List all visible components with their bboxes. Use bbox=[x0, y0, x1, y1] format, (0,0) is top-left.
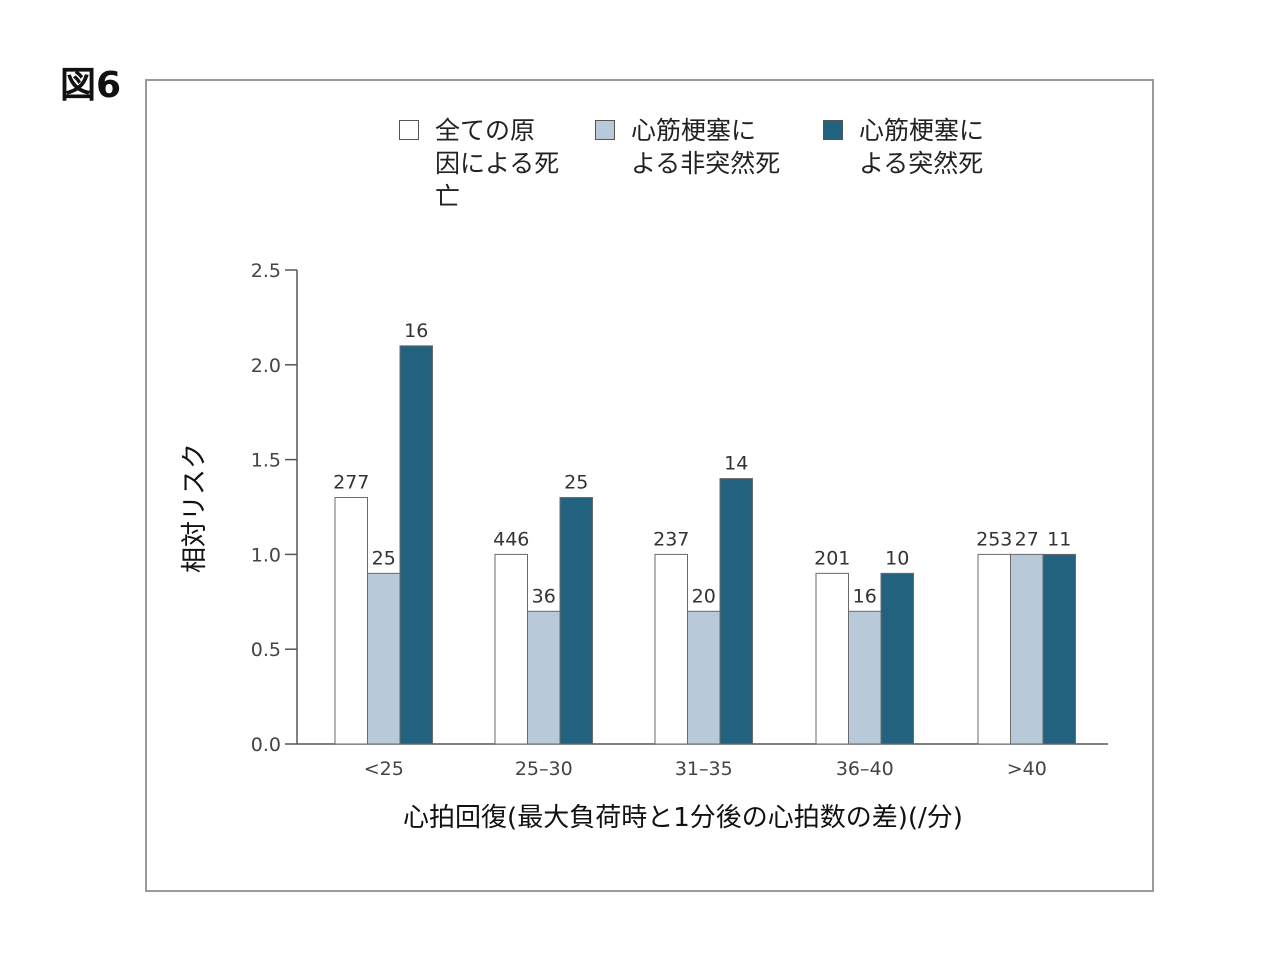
bar-series-0-cat-4 bbox=[977, 553, 1011, 745]
legend-swatch-nonsudden bbox=[595, 120, 615, 140]
bar-series-1-cat-2 bbox=[687, 610, 721, 745]
legend-item-nonsudden: 心筋梗塞に よる非突然死 bbox=[595, 114, 780, 180]
data-label: 11 bbox=[1047, 528, 1071, 550]
y-tick-label: 1.5 bbox=[251, 450, 281, 472]
data-label: 201 bbox=[814, 547, 850, 569]
legend-label-sudden: 心筋梗塞に よる突然死 bbox=[859, 116, 985, 178]
data-label: 25 bbox=[372, 547, 396, 569]
data-label: 25 bbox=[564, 472, 588, 494]
data-label: 16 bbox=[404, 320, 428, 342]
bar-series-1-cat-0 bbox=[367, 572, 401, 745]
data-label: 14 bbox=[724, 453, 748, 475]
figure-label: 図6 bbox=[60, 65, 122, 106]
y-tick-label: 2.5 bbox=[251, 260, 281, 282]
chart-axes: 0.0 0.5 1.0 1.5 2.0 2.5 <25 25–30 31–35 36–40 >40 bbox=[251, 260, 1108, 780]
chart-labels: 277 446 237 201 253 25 36 20 16 27 16 25 14 10 11 bbox=[333, 320, 1071, 607]
bar-series-0-cat-2 bbox=[654, 553, 688, 745]
legend-label-nonsudden: 心筋梗塞に よる非突然死 bbox=[631, 116, 781, 178]
data-label: 36 bbox=[532, 585, 556, 607]
data-label: 20 bbox=[692, 585, 716, 607]
data-label: 16 bbox=[853, 585, 877, 607]
bar-series-0-cat-0 bbox=[334, 497, 368, 745]
bar-series-1-cat-3 bbox=[848, 610, 882, 745]
y-axis-title: 相対リスク bbox=[180, 443, 210, 573]
x-category-label: 31–35 bbox=[675, 758, 733, 780]
legend-swatch-sudden bbox=[823, 120, 843, 140]
chart-bars bbox=[334, 345, 1076, 745]
bar-series-0-cat-3 bbox=[815, 572, 849, 745]
chart-frame bbox=[145, 79, 1154, 892]
x-category-label: >40 bbox=[1007, 758, 1047, 780]
data-label: 277 bbox=[333, 472, 369, 494]
bar-series-2-cat-4 bbox=[1042, 553, 1076, 745]
bar-series-2-cat-2 bbox=[719, 478, 753, 745]
data-label: 253 bbox=[976, 528, 1012, 550]
bar-series-0-cat-1 bbox=[494, 553, 528, 745]
y-tick-label: 0.5 bbox=[251, 639, 281, 661]
data-label: 10 bbox=[885, 547, 909, 569]
y-tick-label: 0.0 bbox=[251, 734, 281, 756]
x-category-label: 25–30 bbox=[515, 758, 573, 780]
data-label: 237 bbox=[653, 528, 689, 550]
y-tick-label: 1.0 bbox=[251, 544, 281, 566]
bar-series-1-cat-4 bbox=[1010, 553, 1044, 745]
x-category-label: <25 bbox=[364, 758, 404, 780]
x-category-label: 36–40 bbox=[836, 758, 894, 780]
x-axis-title: 心拍回復(最大負荷時と1分後の心拍数の差)(/分) bbox=[403, 803, 963, 833]
bar-series-2-cat-1 bbox=[559, 497, 593, 745]
y-tick-label: 2.0 bbox=[251, 355, 281, 377]
bar-series-2-cat-3 bbox=[880, 572, 914, 745]
data-label: 446 bbox=[493, 528, 529, 550]
bar-series-2-cat-0 bbox=[399, 345, 433, 745]
data-label: 27 bbox=[1015, 528, 1039, 550]
legend-label-all-cause: 全ての原 因による死 亡 bbox=[435, 116, 560, 211]
bar-series-1-cat-1 bbox=[527, 610, 561, 745]
legend-item-sudden: 心筋梗塞に よる突然死 bbox=[823, 114, 984, 180]
legend-item-all-cause: 全ての原 因による死 亡 bbox=[399, 114, 559, 213]
legend-swatch-all-cause bbox=[399, 120, 419, 140]
